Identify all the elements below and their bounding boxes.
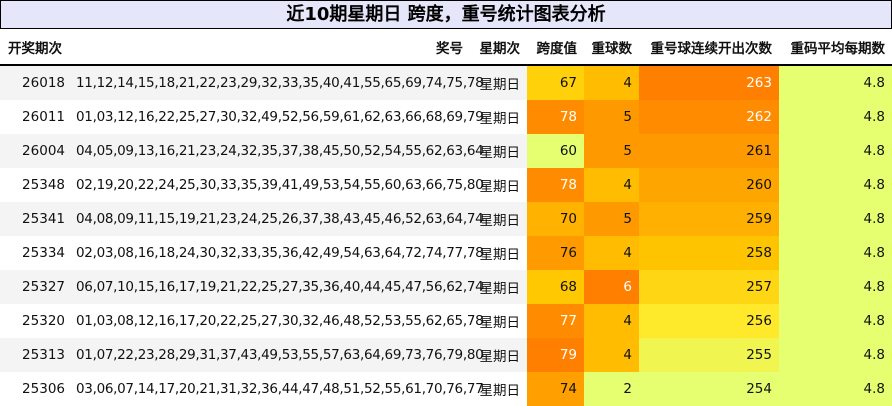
weekday-cell: 星期日 (470, 65, 527, 100)
repeat-cell: 4 (584, 65, 639, 100)
weekday-cell: 星期日 (470, 134, 527, 168)
avg-cell: 4.8 (779, 236, 892, 270)
header-row: 开奖期次 奖号 星期次 跨度值 重球数 重号球连续开出次数 重码平均每期数 (0, 29, 892, 66)
weekday-cell: 星期日 (479, 315, 521, 331)
numbers-cell: 02,03,08,16,18,24,30,32,33,35,36,42,49,5… (76, 245, 484, 261)
repeat-cell: 5 (584, 100, 639, 134)
numbers-cell: 01,07,22,23,28,29,31,37,43,49,53,55,57,6… (72, 338, 484, 372)
repeat-cell: 4 (584, 338, 639, 372)
consecutive-cell: 257 (639, 270, 779, 304)
issue-cell: 25348 (22, 177, 65, 193)
issue-cell: 26018 (0, 65, 72, 100)
repeat-cell: 4 (584, 236, 639, 270)
numbers-cell: 02,19,20,22,24,25,30,33,35,39,41,49,53,5… (76, 177, 484, 193)
avg-cell: 4.8 (779, 65, 892, 100)
span-cell: 78 (527, 100, 584, 134)
repeat-cell: 5 (584, 202, 639, 236)
issue-cell: 25327 (0, 270, 72, 304)
table-row: 25313 01,07,22,23,28,29,31,37,43,49,53,55… (0, 338, 892, 372)
span-cell: 77 (527, 304, 584, 338)
header-avg: 重码平均每期数 (779, 29, 892, 66)
consecutive-cell: 258 (639, 236, 779, 270)
table-row: 25334 02,03,08,16,18,24,30,32,33,35,36,42… (0, 236, 892, 270)
consecutive-cell: 256 (639, 304, 779, 338)
table-row: 26004 04,05,09,13,16,21,23,24,32,35,37,38… (0, 134, 892, 168)
weekday-cell: 星期日 (479, 247, 521, 263)
numbers-cell: 04,08,09,11,15,19,21,23,24,25,26,37,38,4… (72, 202, 484, 236)
table-row: 25327 06,07,10,15,16,17,19,21,22,25,27,35… (0, 270, 892, 304)
weekday-cell: 星期日 (470, 338, 527, 372)
header-consecutive: 重号球连续开出次数 (639, 29, 779, 66)
consecutive-cell: 262 (639, 100, 779, 134)
weekday-cell: 星期日 (479, 383, 521, 399)
weekday-cell: 星期日 (479, 111, 521, 127)
header-issue: 开奖期次 (0, 29, 72, 66)
avg-cell: 4.8 (779, 338, 892, 372)
repeat-cell: 2 (584, 372, 639, 406)
page-title: 近10期星期日 跨度，重号统计图表分析 (0, 0, 892, 29)
consecutive-cell: 263 (639, 65, 779, 100)
issue-cell: 26004 (0, 134, 72, 168)
avg-cell: 4.8 (779, 372, 892, 406)
table-row: 25306 03,06,07,14,17,20,21,31,32,36,44,47… (0, 372, 892, 406)
header-numbers: 奖号 (72, 29, 470, 66)
table-row: 25320 01,03,08,12,16,17,20,22,25,27,30,32… (0, 304, 892, 338)
span-cell: 68 (527, 270, 584, 304)
numbers-cell: 01,03,08,12,16,17,20,22,25,27,30,32,46,4… (76, 313, 484, 329)
numbers-cell: 01,03,12,16,22,25,27,30,32,49,52,56,59,6… (76, 109, 484, 125)
repeat-cell: 5 (584, 134, 639, 168)
stats-table: 开奖期次 奖号 星期次 跨度值 重球数 重号球连续开出次数 重码平均每期数 26… (0, 29, 892, 406)
issue-cell: 26011 (22, 109, 65, 125)
table-row: 25341 04,08,09,11,15,19,21,23,24,25,26,37… (0, 202, 892, 236)
header-weekday: 星期次 (470, 29, 527, 66)
span-cell: 79 (527, 338, 584, 372)
consecutive-cell: 255 (639, 338, 779, 372)
consecutive-cell: 261 (639, 134, 779, 168)
issue-cell: 25320 (22, 313, 65, 329)
table-row: 26011 01,03,12,16,22,25,27,30,32,49,52,56… (0, 100, 892, 134)
table-row: 26018 11,12,14,15,18,21,22,23,29,32,33,35… (0, 65, 892, 100)
issue-cell: 25313 (0, 338, 72, 372)
span-cell: 60 (527, 134, 584, 168)
numbers-cell: 03,06,07,14,17,20,21,31,32,36,44,47,48,5… (76, 381, 484, 397)
avg-cell: 4.8 (779, 270, 892, 304)
span-cell: 74 (527, 372, 584, 406)
repeat-cell: 6 (584, 270, 639, 304)
header-repeat: 重球数 (584, 29, 639, 66)
consecutive-cell: 259 (639, 202, 779, 236)
avg-cell: 4.8 (779, 134, 892, 168)
consecutive-cell: 254 (639, 372, 779, 406)
span-cell: 76 (527, 236, 584, 270)
issue-cell: 25334 (22, 245, 65, 261)
span-cell: 70 (527, 202, 584, 236)
numbers-cell: 04,05,09,13,16,21,23,24,32,35,37,38,45,5… (72, 134, 484, 168)
weekday-cell: 星期日 (470, 270, 527, 304)
avg-cell: 4.8 (779, 202, 892, 236)
repeat-cell: 4 (584, 168, 639, 202)
header-span: 跨度值 (527, 29, 584, 66)
avg-cell: 4.8 (779, 304, 892, 338)
consecutive-cell: 260 (639, 168, 779, 202)
repeat-cell: 4 (584, 304, 639, 338)
numbers-cell: 06,07,10,15,16,17,19,21,22,25,27,35,36,4… (72, 270, 484, 304)
avg-cell: 4.8 (779, 168, 892, 202)
issue-cell: 25341 (0, 202, 72, 236)
numbers-cell: 11,12,14,15,18,21,22,23,29,32,33,35,40,4… (72, 65, 484, 100)
issue-cell: 25306 (22, 381, 65, 397)
table-row: 25348 02,19,20,22,24,25,30,33,35,39,41,49… (0, 168, 892, 202)
weekday-cell: 星期日 (470, 202, 527, 236)
span-cell: 67 (527, 65, 584, 100)
avg-cell: 4.8 (779, 100, 892, 134)
weekday-cell: 星期日 (479, 179, 521, 195)
span-cell: 78 (527, 168, 584, 202)
